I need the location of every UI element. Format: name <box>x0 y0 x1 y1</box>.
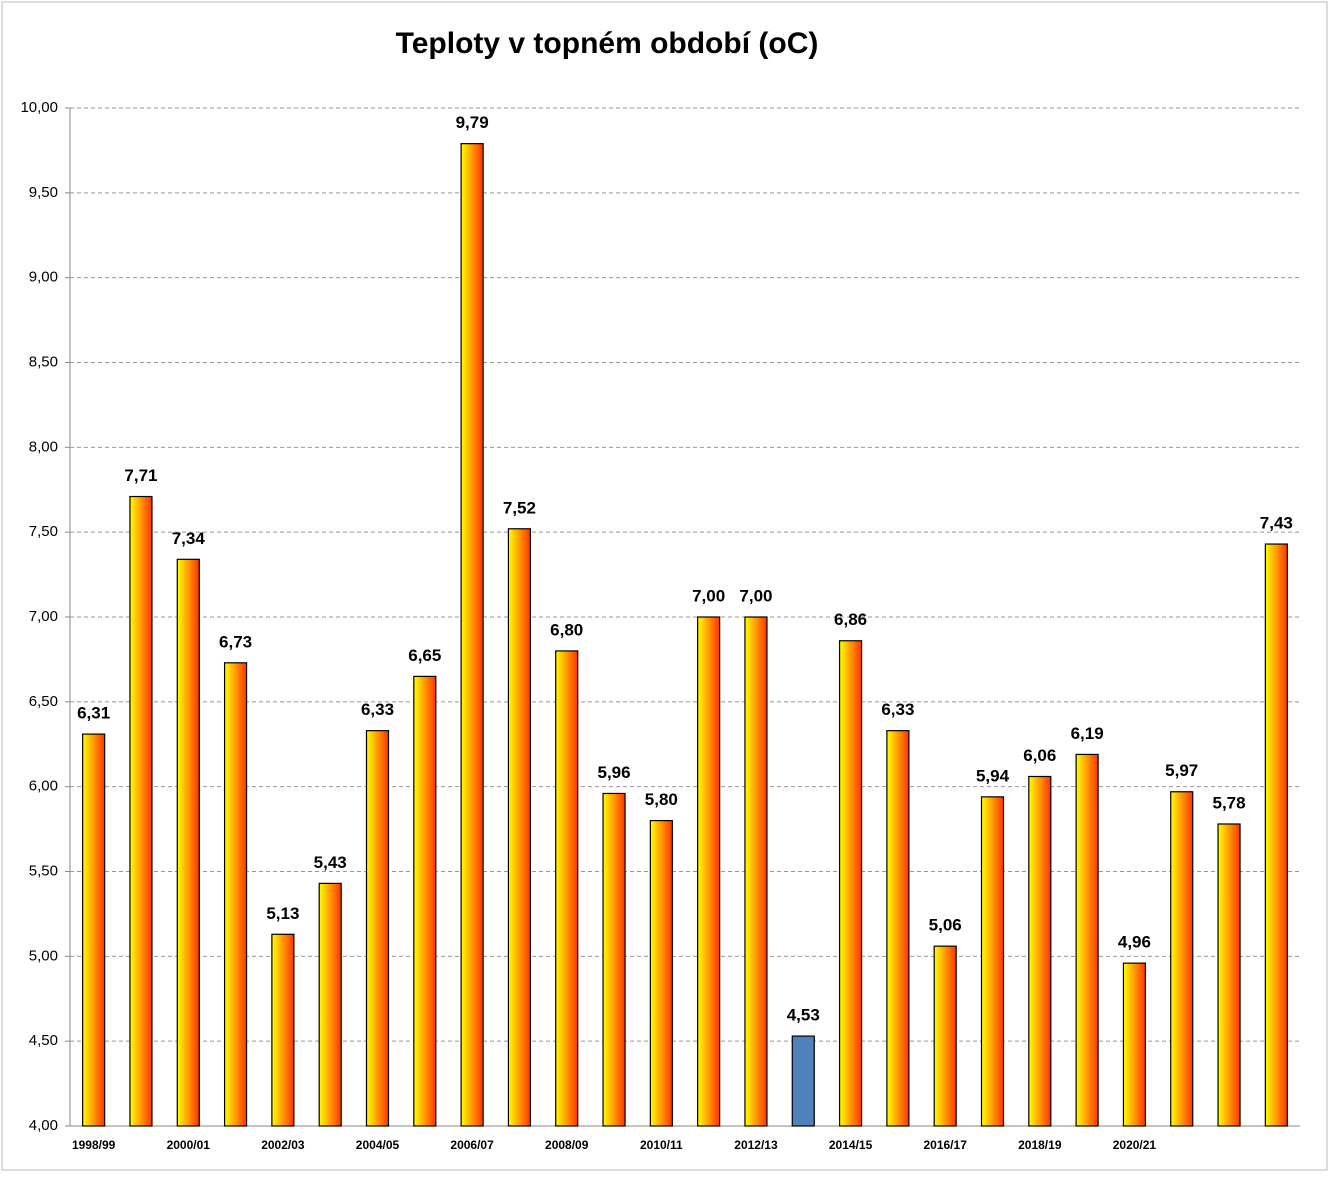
bar <box>1217 823 1241 1127</box>
data-label: 4,53 <box>787 1006 820 1025</box>
data-label: 6,33 <box>361 700 394 719</box>
data-label: 4,96 <box>1118 933 1151 952</box>
y-tick-label: 10,00 <box>20 99 58 116</box>
x-tick-label: 2018/19 <box>1018 1138 1062 1152</box>
data-label: 7,34 <box>172 529 206 548</box>
data-label: 6,80 <box>550 620 583 639</box>
bar <box>1075 753 1099 1127</box>
bar <box>1028 775 1052 1127</box>
data-label: 6,31 <box>77 704 110 723</box>
bar <box>744 616 768 1127</box>
bar <box>318 882 342 1127</box>
x-tick-label: 2006/07 <box>450 1138 494 1152</box>
bar <box>176 558 200 1127</box>
bar <box>649 819 673 1127</box>
y-tick-label: 9,00 <box>29 269 58 286</box>
y-tick-label: 6,50 <box>29 693 58 710</box>
y-tick-label: 8,50 <box>29 353 58 370</box>
bar <box>1122 962 1147 1127</box>
data-label: 7,43 <box>1260 514 1293 533</box>
data-label: 7,00 <box>739 586 772 605</box>
bar <box>365 730 390 1127</box>
bar <box>886 730 910 1127</box>
y-tick-label: 5,50 <box>29 862 58 879</box>
x-tick-label: 2012/13 <box>734 1138 778 1152</box>
y-tick-label: 7,50 <box>29 523 58 540</box>
bar <box>223 662 248 1127</box>
data-label: 7,52 <box>503 498 536 517</box>
data-label: 6,06 <box>1023 746 1056 765</box>
data-label: 7,71 <box>124 466 157 485</box>
x-tick-label: 2020/21 <box>1113 1138 1157 1152</box>
data-label: 5,13 <box>266 904 299 923</box>
data-label: 7,00 <box>692 586 725 605</box>
x-tick-label: 2004/05 <box>356 1138 400 1152</box>
data-label: 6,19 <box>1071 724 1104 743</box>
data-label: 5,06 <box>929 916 962 935</box>
data-label: 6,33 <box>881 700 914 719</box>
bar <box>460 143 484 1127</box>
x-tick-label: 2014/15 <box>829 1138 873 1152</box>
data-label: 5,80 <box>645 790 678 809</box>
y-tick-label: 9,50 <box>29 184 58 201</box>
bar <box>507 528 532 1127</box>
bar <box>697 616 721 1127</box>
data-label: 5,78 <box>1212 793 1245 812</box>
bar <box>933 945 957 1127</box>
data-label: 5,94 <box>976 766 1010 785</box>
x-tick-label: 2008/09 <box>545 1138 589 1152</box>
y-tick-label: 4,00 <box>29 1117 58 1134</box>
x-tick-label: 2000/01 <box>167 1138 211 1152</box>
bar <box>838 640 863 1127</box>
bar <box>791 1035 815 1127</box>
bar <box>602 792 626 1127</box>
data-label: 5,97 <box>1165 761 1198 780</box>
bar <box>413 675 437 1127</box>
data-label: 6,73 <box>219 632 252 651</box>
chart-title: Teploty v topném období (oC) <box>396 27 819 60</box>
data-label: 6,65 <box>408 646 441 665</box>
bar <box>980 796 1005 1127</box>
y-tick-label: 7,00 <box>29 608 58 625</box>
y-tick-label: 4,50 <box>29 1032 58 1049</box>
x-tick-label: 2002/03 <box>261 1138 305 1152</box>
x-tick-label: 2016/17 <box>923 1138 967 1152</box>
data-label: 5,96 <box>597 763 630 782</box>
bar <box>555 650 579 1127</box>
data-label: 9,79 <box>456 113 489 132</box>
y-tick-label: 5,00 <box>29 947 58 964</box>
bar <box>129 495 153 1127</box>
bar <box>271 933 295 1127</box>
x-tick-label: 2010/11 <box>640 1138 683 1152</box>
y-tick-label: 6,00 <box>29 778 58 795</box>
data-label: 6,86 <box>834 610 867 629</box>
bar <box>82 733 106 1127</box>
bar <box>1264 543 1288 1127</box>
y-tick-label: 8,00 <box>29 438 58 455</box>
x-tick-label: 1998/99 <box>72 1138 116 1152</box>
bar <box>1170 791 1194 1127</box>
data-label: 5,43 <box>314 853 347 872</box>
